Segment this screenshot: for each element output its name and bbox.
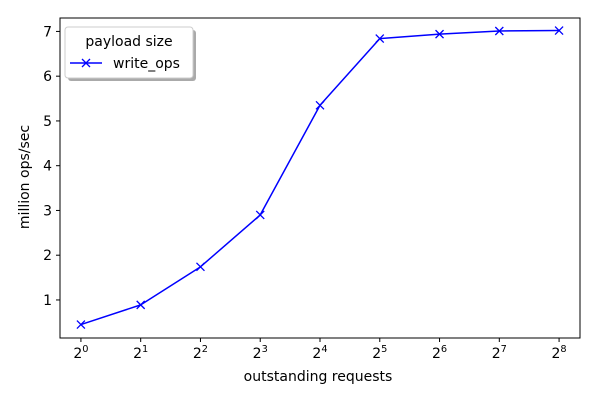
legend-title: payload size [85,34,172,50]
x-tick-label: 20 [73,344,88,362]
x-axis-label: outstanding requests [244,369,393,385]
y-tick-label: 3 [43,203,52,219]
y-tick-label: 7 [43,24,52,40]
x-tick-label-base: 2 [552,346,561,362]
y-tick-label: 2 [43,248,52,264]
x-tick-label-exponent: 0 [82,344,88,355]
x-tick-label: 26 [432,344,447,362]
data-point-marker [136,300,146,310]
data-point-marker [494,26,504,36]
x-tick-label-base: 2 [193,346,202,362]
x-tick-label: 24 [312,344,327,362]
data-point-marker [255,210,265,220]
x-tick-label: 25 [372,344,387,362]
legend: payload size write_ops [64,26,196,81]
data-point-marker [196,262,205,272]
data-point-marker [76,320,86,330]
x-tick-label-base: 2 [312,346,321,362]
x-tick-label-base: 2 [133,346,142,362]
x-tick-label-exponent: 3 [262,344,268,355]
x-tick-label-exponent: 6 [441,344,447,355]
x-tick-label: 21 [133,344,148,362]
y-tick-label: 1 [43,293,52,309]
x-tick-label-base: 2 [432,346,441,362]
data-point-marker [375,34,385,44]
x-tick-label-exponent: 5 [381,344,387,355]
x-tick-label-exponent: 8 [560,344,566,355]
x-tick-label-exponent: 4 [321,344,327,355]
x-tick-label-exponent: 7 [501,344,507,355]
data-point-marker [554,26,564,35]
data-point-marker [435,29,444,39]
x-tick-label-base: 2 [372,346,381,362]
x-tick-label-exponent: 1 [142,344,148,355]
x-tick-label-base: 2 [73,346,82,362]
x-tick-label-base: 2 [253,346,262,362]
y-tick-label: 6 [43,69,52,85]
data-point-marker [315,100,325,110]
x-tick-label-exponent: 2 [202,344,208,355]
y-tick-label: 5 [43,114,52,130]
y-tick-label: 4 [43,159,52,175]
legend-marker-swatch [81,58,91,68]
y-axis-label: million ops/sec [17,125,33,229]
legend-series-label: write_ops [113,56,180,72]
x-tick-label: 28 [552,344,567,362]
x-tick-label-base: 2 [492,346,501,362]
x-tick-label: 22 [193,344,208,362]
x-tick-label: 23 [253,344,268,362]
legend-frame [64,26,194,79]
x-tick-label: 27 [492,344,507,362]
